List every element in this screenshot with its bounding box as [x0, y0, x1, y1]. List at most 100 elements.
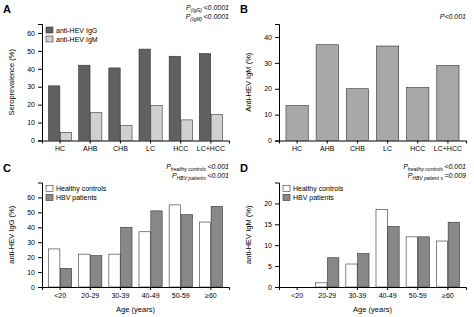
bar	[181, 215, 192, 287]
tick-label: 40	[27, 224, 35, 231]
tick-mark	[275, 141, 279, 142]
annotation: Phealthy controls<0.001	[403, 163, 466, 172]
bar	[346, 89, 368, 141]
bar	[169, 205, 180, 287]
tick-mark	[275, 115, 279, 116]
legend-label: Healthy controls	[293, 185, 344, 193]
bar	[90, 113, 101, 141]
legend-item: Healthy controls	[283, 185, 344, 193]
annotation-subscript: (IgM)	[190, 16, 202, 22]
tick: 20	[27, 101, 42, 108]
tick-label: 10	[264, 111, 272, 118]
tick: 40	[264, 34, 279, 41]
tick: 0	[268, 284, 279, 291]
tick: 20	[27, 254, 42, 261]
bar	[49, 249, 60, 287]
tick: 30	[264, 60, 279, 67]
tick-label: CHB	[350, 145, 365, 152]
tick-mark	[120, 141, 121, 144]
tick-mark	[357, 141, 358, 144]
annotation-text: <0.001	[207, 172, 229, 179]
legend-swatch	[283, 195, 290, 201]
bar	[211, 206, 222, 287]
tick-mark	[275, 89, 279, 90]
axis-line	[43, 288, 230, 291]
tick-mark	[38, 197, 42, 198]
tick-mark	[38, 212, 42, 213]
bar	[437, 65, 459, 140]
tick-label: 40	[27, 66, 35, 73]
bar	[327, 258, 338, 287]
annotation-text: =0.009	[444, 172, 466, 179]
tick: AHB	[83, 141, 98, 153]
tick: 40-49	[379, 287, 397, 299]
tick-mark	[387, 141, 388, 144]
tick-label: 20	[27, 101, 35, 108]
tick: CHB	[350, 141, 365, 153]
tick-label: CHB	[113, 145, 128, 152]
tick-label: <20	[54, 292, 66, 299]
bar	[109, 254, 120, 287]
tick-label: 20	[27, 254, 35, 261]
annotation: P(IgG)<0.0001	[186, 4, 229, 13]
panel-label: B	[240, 3, 248, 15]
tick-mark	[38, 227, 42, 228]
bar	[286, 287, 297, 288]
tick-mark	[38, 257, 42, 258]
legend-item: Healthy controls	[46, 185, 107, 193]
tick-label: 30	[27, 239, 35, 246]
panel-label: C	[3, 162, 11, 174]
x-axis: HCAHBCHBLCHCCLC+HCC	[280, 141, 467, 153]
bar	[199, 222, 210, 287]
tick-label: ≥60	[442, 292, 454, 299]
tick: LC	[383, 141, 392, 153]
axis-line	[38, 25, 43, 142]
tick-label: 20	[264, 200, 272, 207]
tick-label: 60	[27, 194, 35, 201]
axis-line	[275, 25, 280, 142]
x-axis-title: Age (years)	[116, 305, 155, 314]
legend-label: anti-HEV IgM	[56, 36, 98, 44]
panel: 010203040HCAHBCHBLCHCCLC+HCCAnti-HEV IgM…	[240, 3, 467, 152]
bar	[60, 132, 71, 140]
annotation-text: <0.0001	[204, 13, 230, 20]
tick-mark	[38, 87, 42, 88]
bar	[151, 211, 162, 287]
tick: 10	[27, 119, 42, 126]
tick: 15	[264, 221, 279, 228]
tick-mark	[38, 123, 42, 124]
bars	[49, 205, 223, 287]
annotation-subscript: (IgG)	[191, 7, 203, 13]
panel: 0102030405060<2020-2930-3940-4950-59≥60a…	[3, 162, 230, 315]
tick: 0	[31, 137, 42, 144]
tick-mark	[38, 287, 42, 288]
annotation: PHBV patient s=0.009	[408, 172, 466, 181]
annotation-subscript: HBV patient s	[412, 175, 443, 181]
y-axis: 0102030405060	[27, 25, 42, 145]
tick: ≥60	[205, 287, 217, 299]
tick-label: 10	[27, 119, 35, 126]
annotation: Phealthy controls<0.001	[166, 163, 229, 172]
tick-label: 20-29	[81, 292, 99, 299]
tick-mark	[90, 287, 91, 290]
panel: 0102030405060HCAHBCHBLCHCCLC+HCCSeroprev…	[3, 3, 230, 152]
axis-line	[275, 183, 280, 288]
tick: 50	[27, 209, 42, 216]
tick-label: HC	[55, 145, 65, 152]
legend-label: HBV patients	[293, 194, 334, 202]
tick-label: 40	[264, 34, 272, 41]
tick: 30	[27, 239, 42, 246]
tick-mark	[38, 141, 42, 142]
tick-mark	[38, 272, 42, 273]
tick: HC	[55, 141, 65, 153]
annotation: P(IgM)<0.0001	[186, 13, 229, 22]
tick: 60	[27, 194, 42, 201]
tick-label: 30-39	[111, 292, 129, 299]
bar	[358, 254, 369, 287]
panel: 05101520<2020-2930-3940-4950-59≥60anti-H…	[240, 162, 467, 315]
panel-label: D	[240, 162, 248, 174]
annotation-text: <0.001	[444, 163, 466, 170]
legend-label: HBV patients	[56, 194, 97, 202]
bar	[346, 264, 357, 287]
axis-line	[280, 141, 467, 144]
